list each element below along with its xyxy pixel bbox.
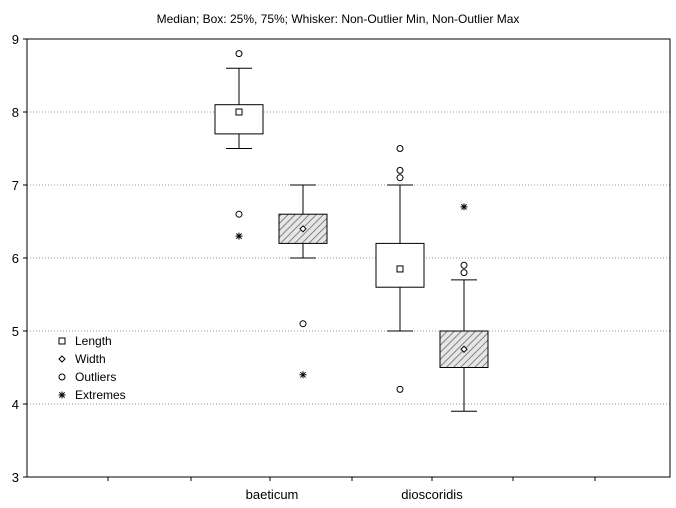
y-tick-label: 3 bbox=[12, 470, 19, 485]
median-marker bbox=[299, 225, 307, 233]
legend-asterisk-icon bbox=[58, 391, 66, 399]
legend-label: Extremes bbox=[75, 388, 126, 402]
box-length-baeticum bbox=[214, 50, 264, 240]
extreme-point bbox=[235, 232, 243, 240]
outlier-point bbox=[460, 269, 468, 277]
legend-label: Outliers bbox=[75, 370, 116, 384]
chart-title: Median; Box: 25%, 75%; Whisker: Non-Outl… bbox=[157, 12, 520, 26]
median-marker bbox=[460, 345, 468, 353]
box-width-dioscoridis bbox=[439, 203, 489, 412]
y-tick-label: 9 bbox=[12, 32, 19, 47]
outlier-point bbox=[460, 261, 468, 269]
legend-label: Length bbox=[75, 334, 112, 348]
y-tick-label: 5 bbox=[12, 324, 19, 339]
y-tick-label: 7 bbox=[12, 178, 19, 193]
legend-item-length: Length bbox=[58, 334, 112, 348]
outlier-point bbox=[396, 385, 404, 393]
outlier-point bbox=[235, 50, 243, 58]
legend: Length Width Outliers Extremes bbox=[58, 334, 126, 402]
outlier-point bbox=[396, 145, 404, 152]
box-iqr bbox=[375, 242, 425, 288]
legend-item-outliers: Outliers bbox=[58, 370, 116, 384]
box-length-dioscoridis bbox=[375, 145, 425, 393]
extreme-point bbox=[460, 203, 468, 211]
legend-circle-icon bbox=[58, 373, 66, 381]
x-category-label: baeticum bbox=[246, 487, 299, 502]
outlier-point bbox=[396, 174, 404, 182]
y-tick-label: 8 bbox=[12, 105, 19, 120]
outlier-point bbox=[299, 320, 307, 328]
x-category-label: dioscoridis bbox=[401, 487, 463, 502]
outlier-point bbox=[396, 166, 404, 174]
median-marker bbox=[396, 265, 404, 273]
legend-diamond-icon bbox=[58, 355, 66, 363]
legend-item-width: Width bbox=[58, 352, 106, 366]
box-iqr bbox=[214, 104, 264, 135]
legend-square-icon bbox=[58, 337, 66, 345]
median-marker bbox=[235, 108, 243, 116]
axes: 3 4 5 6 7 8 9 baeticum dioscoridis bbox=[12, 32, 596, 502]
y-tick-label: 4 bbox=[12, 397, 19, 412]
box-width-baeticum bbox=[278, 184, 328, 379]
y-tick-label: 6 bbox=[12, 251, 19, 266]
extreme-point bbox=[299, 371, 307, 379]
boxes bbox=[214, 50, 489, 412]
outlier-point bbox=[235, 210, 243, 218]
legend-label: Width bbox=[75, 352, 106, 366]
legend-item-extremes: Extremes bbox=[58, 388, 126, 402]
gridlines bbox=[27, 111, 670, 405]
